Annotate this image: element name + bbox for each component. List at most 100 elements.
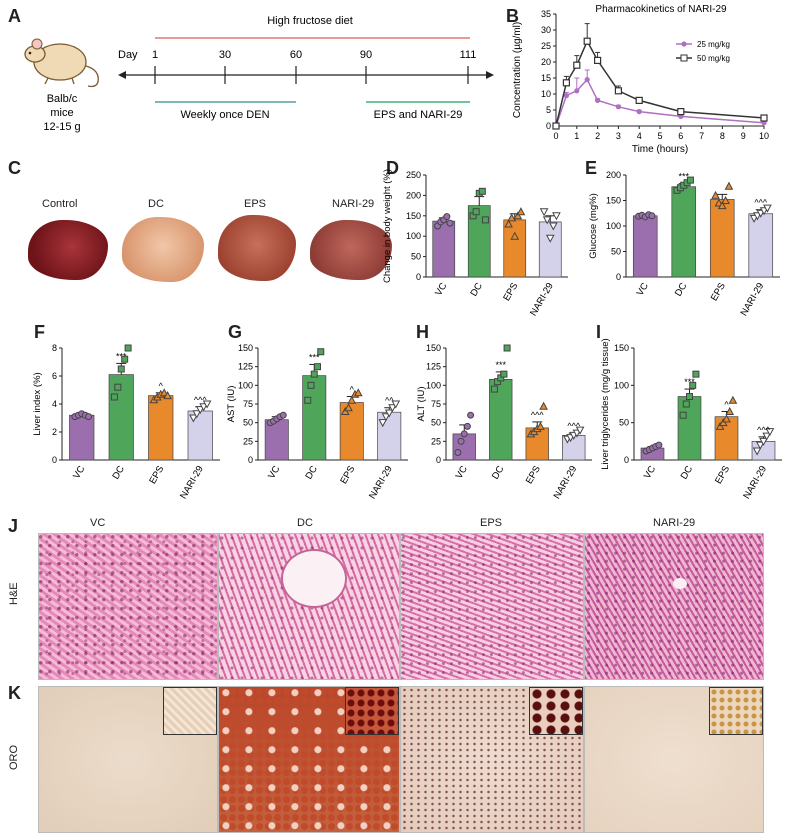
data-point <box>552 122 560 130</box>
category-label: VC <box>454 464 470 481</box>
x-tick-label: 10 <box>759 131 769 141</box>
he-image-dc <box>218 533 400 680</box>
data-point <box>552 212 561 221</box>
y-tick-label: 75 <box>243 399 253 409</box>
data-point <box>500 370 508 378</box>
y-tick-label: 200 <box>606 170 621 180</box>
data-point <box>574 88 580 94</box>
y-tick-label: 30 <box>541 25 551 35</box>
oro-image-eps <box>400 686 584 833</box>
y-tick-label: 100 <box>426 380 441 390</box>
data-point <box>117 365 125 373</box>
data-point <box>388 404 397 413</box>
significance-label: ^ <box>350 385 355 395</box>
he-label-dc: DC <box>297 517 313 529</box>
series-line <box>555 78 765 127</box>
data-point <box>454 449 462 457</box>
liver-image-nari <box>310 220 392 280</box>
data-point <box>516 207 526 216</box>
mouse-icon <box>24 38 99 88</box>
data-point <box>562 79 571 87</box>
y-axis-label: Liver triglycerides (mg/g tissue) <box>600 338 611 469</box>
data-point <box>692 370 700 378</box>
y-tick-label: 150 <box>614 343 629 353</box>
pk-line-chart: Pharmacokinetics of NARI-290510152025303… <box>512 4 769 154</box>
panel-label-d: D <box>386 158 399 178</box>
liver-index-bar-chart: 0 2 4 6 8 Liver index (%) VC *** DC ^ EPS ^^^ NARI-2… <box>32 343 220 501</box>
bar <box>748 213 774 278</box>
y-tick-label: 50 <box>431 418 441 428</box>
bar <box>432 220 456 278</box>
day-tick-2: 30 <box>219 49 231 61</box>
data-point <box>539 208 549 217</box>
alt-bar-chart: 0 25 50 75 100 125 150 ALT (IU) VC *** DC ^^^ EPS ^^^… <box>416 343 592 501</box>
category-label: EPS <box>524 464 543 486</box>
data-point <box>536 421 545 430</box>
panel-label-a: A <box>8 6 21 26</box>
y-tick-label: 10 <box>541 89 551 99</box>
he-label-vc: VC <box>90 517 106 529</box>
oro-row-label: ORO <box>8 744 20 770</box>
category-label: EPS <box>501 281 520 303</box>
y-axis-label: ALT (IU) <box>416 386 427 421</box>
he-image-eps <box>400 533 584 680</box>
data-point <box>478 187 486 195</box>
y-tick-label: 0 <box>52 455 57 465</box>
significance-label: ^^^ <box>754 198 767 208</box>
day-tick-5: 111 <box>460 49 477 61</box>
data-point <box>584 77 590 83</box>
panel-label-f: F <box>34 322 45 342</box>
y-tick-label: 8 <box>52 343 57 353</box>
y-axis-label: Concentration (µg/ml) <box>512 22 523 118</box>
y-tick-label: 100 <box>614 380 629 390</box>
liver-label-eps: EPS <box>244 198 267 210</box>
data-point <box>717 201 727 210</box>
y-tick-label: 200 <box>406 190 421 200</box>
data-point <box>752 447 762 456</box>
significance-label: *** <box>684 377 695 387</box>
he-image-vc <box>38 533 218 680</box>
data-point <box>762 432 772 441</box>
data-point <box>722 414 731 423</box>
oro-image-nari <box>584 686 764 833</box>
data-point <box>682 400 690 408</box>
oro-image-vc <box>38 686 218 833</box>
bar <box>452 433 476 461</box>
data-point <box>503 344 511 352</box>
x-tick-label: 1 <box>574 131 579 141</box>
significance-label: ^ <box>159 381 164 391</box>
x-tick-label: 6 <box>678 131 683 141</box>
y-tick-label: 25 <box>431 436 441 446</box>
x-axis-label: Time (hours) <box>632 144 688 154</box>
y-tick-label: 5 <box>546 105 551 115</box>
data-point <box>504 219 513 228</box>
category-label: DC <box>303 464 319 482</box>
y-tick-label: 150 <box>238 343 253 353</box>
timeline-diagram: Balb/c mice 12-15 g High fructose diet D… <box>24 15 494 133</box>
x-tick-label: 7 <box>699 131 704 141</box>
category-label: VC <box>266 464 282 481</box>
data-point <box>353 388 363 397</box>
y-tick-label: 0 <box>436 455 441 465</box>
y-tick-label: 15 <box>541 73 551 83</box>
data-point <box>460 430 468 438</box>
data-point <box>725 406 735 415</box>
liver-image-dc <box>122 217 204 282</box>
y-tick-label: 4 <box>52 399 57 409</box>
panel-label-c: C <box>8 158 21 178</box>
category-label: DC <box>673 281 689 299</box>
data-point <box>648 212 656 220</box>
data-point <box>636 109 642 115</box>
he-image-nari <box>584 533 764 680</box>
data-point <box>481 216 489 224</box>
legend-label: 25 mg/kg <box>697 40 730 49</box>
data-point <box>760 114 768 122</box>
data-point <box>189 414 198 423</box>
y-tick-label: 150 <box>426 343 441 353</box>
diet-label: High fructose diet <box>267 15 353 27</box>
bar <box>709 199 735 278</box>
x-tick-label: 8 <box>720 131 725 141</box>
panel-label-k: K <box>8 683 21 703</box>
day-tick-4: 90 <box>360 49 372 61</box>
